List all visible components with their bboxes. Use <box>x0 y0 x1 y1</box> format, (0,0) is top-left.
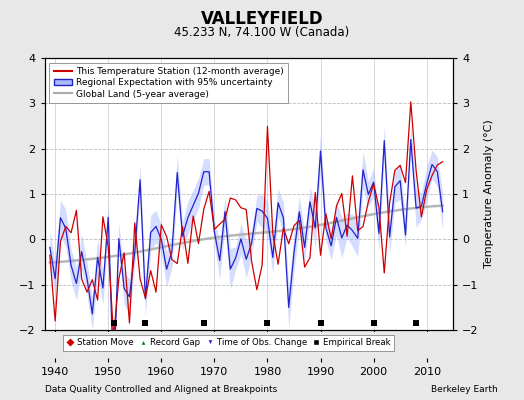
Text: Data Quality Controlled and Aligned at Breakpoints: Data Quality Controlled and Aligned at B… <box>45 385 277 394</box>
Legend: Station Move, Record Gap, Time of Obs. Change, Empirical Break: Station Move, Record Gap, Time of Obs. C… <box>62 335 395 351</box>
Y-axis label: Temperature Anomaly (°C): Temperature Anomaly (°C) <box>484 120 494 268</box>
Text: VALLEYFIELD: VALLEYFIELD <box>201 10 323 28</box>
Legend: This Temperature Station (12-month average), Regional Expectation with 95% uncer: This Temperature Station (12-month avera… <box>49 62 288 103</box>
Text: Berkeley Earth: Berkeley Earth <box>431 385 498 394</box>
Text: 45.233 N, 74.100 W (Canada): 45.233 N, 74.100 W (Canada) <box>174 26 350 39</box>
